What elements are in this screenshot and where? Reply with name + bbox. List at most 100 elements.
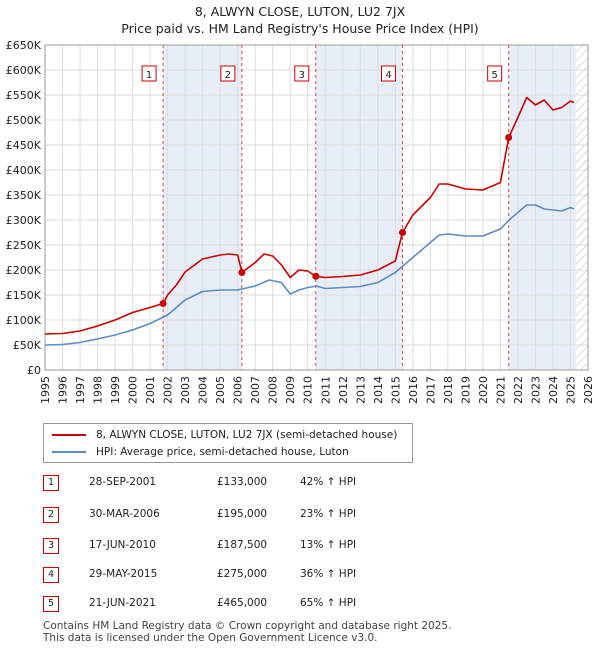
sale-marker-label: 5: [491, 70, 497, 81]
x-tick-label: 2013: [354, 376, 367, 404]
legend-item-property: 8, ALWYN CLOSE, LUTON, LU2 7JX (semi-det…: [52, 427, 397, 443]
row-number-badge: 5: [43, 596, 59, 612]
x-tick-label: 1995: [39, 376, 52, 404]
y-tick-label: £350K: [6, 189, 42, 202]
x-tick-label: 2024: [547, 376, 560, 404]
footer-license: This data is licensed under the Open Gov…: [43, 632, 378, 644]
sale-marker-box: [487, 65, 503, 82]
row-number-badge: 4: [43, 567, 59, 583]
row-number-badge: 2: [43, 507, 59, 523]
x-tick-label: 2017: [424, 376, 437, 404]
row-number-badge: 3: [43, 538, 59, 554]
x-tick-label: 2014: [372, 376, 385, 404]
x-tick-label: 1996: [57, 376, 70, 404]
y-tick-label: £0: [27, 364, 41, 377]
sale-marker-label: 2: [225, 70, 231, 81]
sale-point: [312, 272, 320, 280]
x-tick-label: 2016: [407, 376, 420, 404]
footer-copyright: Contains HM Land Registry data © Crown c…: [43, 620, 452, 632]
sale-point: [238, 269, 246, 276]
y-tick-label: £150K: [6, 289, 42, 302]
row-hpi-diff: 42% ↑ HPI: [300, 476, 357, 488]
x-tick-label: 2011: [319, 376, 332, 404]
y-tick-label: £450K: [6, 139, 42, 152]
shaded-period: [315, 45, 403, 370]
sale-marker-label: 3: [299, 70, 305, 81]
y-tick-label: £200K: [6, 264, 42, 277]
row-price: £465,000: [217, 597, 268, 609]
hpi-line: [44, 204, 575, 346]
x-tick-label: 2008: [267, 376, 280, 404]
y-tick-label: £100K: [6, 314, 42, 327]
row-hpi-diff: 36% ↑ HPI: [300, 568, 357, 580]
row-hpi-diff: 65% ↑ HPI: [300, 597, 357, 609]
sale-marker-box: [294, 65, 310, 82]
table-row: 3 17-JUN-2010 £187,500 13% ↑ HPI: [43, 538, 443, 558]
row-date: 30-MAR-2006: [89, 508, 160, 520]
sale-point: [505, 134, 513, 141]
x-tick-label: 2001: [144, 376, 157, 404]
y-tick-label: £300K: [6, 214, 42, 227]
x-tick-label: 1997: [74, 376, 87, 404]
x-tick-label: 2022: [512, 376, 525, 404]
row-price: £187,500: [217, 539, 268, 551]
x-tick-label: 2020: [477, 376, 490, 404]
table-row: 2 30-MAR-2006 £195,000 23% ↑ HPI: [43, 507, 443, 527]
chart-title: 8, ALWYN CLOSE, LUTON, LU2 7JX: [194, 4, 406, 19]
property-price-line: [44, 96, 575, 335]
legend-swatch-property: [52, 434, 86, 436]
row-price: £133,000: [217, 476, 268, 488]
row-number-badge: 1: [43, 475, 59, 491]
footer-attribution: Contains HM Land Registry data © Crown c…: [43, 620, 451, 644]
x-tick-label: 2004: [197, 376, 210, 404]
x-tick-label: 2007: [249, 376, 262, 404]
x-tick-label: 1999: [109, 376, 122, 404]
sale-marker-box: [220, 65, 236, 82]
y-tick-label: £600K: [6, 64, 42, 77]
x-tick-label: 2003: [179, 376, 192, 404]
x-tick-label: 2018: [442, 376, 455, 404]
x-tick-label: 1998: [92, 376, 105, 404]
row-hpi-diff: 23% ↑ HPI: [300, 508, 357, 520]
table-row: 4 29-MAY-2015 £275,000 36% ↑ HPI: [43, 567, 443, 587]
x-tick-label: 2021: [494, 376, 507, 404]
x-tick-label: 2023: [529, 376, 542, 404]
x-tick-label: 2015: [389, 376, 402, 404]
row-date: 21-JUN-2021: [89, 597, 156, 609]
row-price: £275,000: [217, 568, 268, 580]
sale-marker-label: 4: [385, 70, 391, 81]
y-tick-label: £400K: [6, 164, 42, 177]
x-tick-label: 2006: [232, 376, 245, 404]
sale-marker-box: [381, 65, 397, 82]
y-tick-label: £650K: [6, 39, 42, 52]
forecast-hatch: [575, 45, 588, 370]
sale-point: [399, 229, 407, 236]
price-chart: £0 £50K £100K £150K £200K £250K £300K £350K £400…: [6, 39, 595, 404]
x-tick-label: 2000: [127, 376, 140, 404]
y-tick-label: £50K: [13, 339, 42, 352]
legend-label-hpi: HPI: Average price, semi-detached house,…: [96, 446, 349, 458]
x-tick-label: 2002: [162, 376, 175, 404]
x-tick-label: 2010: [302, 376, 315, 404]
sale-marker-label: 1: [146, 70, 152, 81]
x-tick-label: 2005: [214, 376, 227, 404]
table-row: 5 21-JUN-2021 £465,000 65% ↑ HPI: [43, 596, 443, 616]
row-date: 29-MAY-2015: [89, 568, 158, 580]
row-date: 28-SEP-2001: [89, 476, 157, 488]
legend: 8, ALWYN CLOSE, LUTON, LU2 7JX (semi-det…: [43, 423, 413, 463]
chart-subtitle: Price paid vs. HM Land Registry's House …: [121, 21, 479, 36]
x-tick-label: 2019: [459, 376, 472, 404]
x-tick-label: 2026: [582, 376, 595, 404]
x-tick-label: 2012: [337, 376, 350, 404]
sale-point: [159, 300, 167, 307]
legend-item-hpi: HPI: Average price, semi-detached house,…: [52, 444, 349, 460]
row-price: £195,000: [217, 508, 268, 520]
x-tick-label: 2025: [564, 376, 577, 404]
sale-marker-box: [141, 65, 157, 82]
legend-label-property: 8, ALWYN CLOSE, LUTON, LU2 7JX (semi-det…: [96, 429, 398, 441]
table-row: 1 28-SEP-2001 £133,000 42% ↑ HPI: [43, 475, 443, 495]
row-date: 17-JUN-2010: [89, 539, 156, 551]
y-tick-label: £500K: [6, 114, 42, 127]
x-tick-label: 2009: [284, 376, 297, 404]
y-tick-label: £550K: [6, 89, 42, 102]
